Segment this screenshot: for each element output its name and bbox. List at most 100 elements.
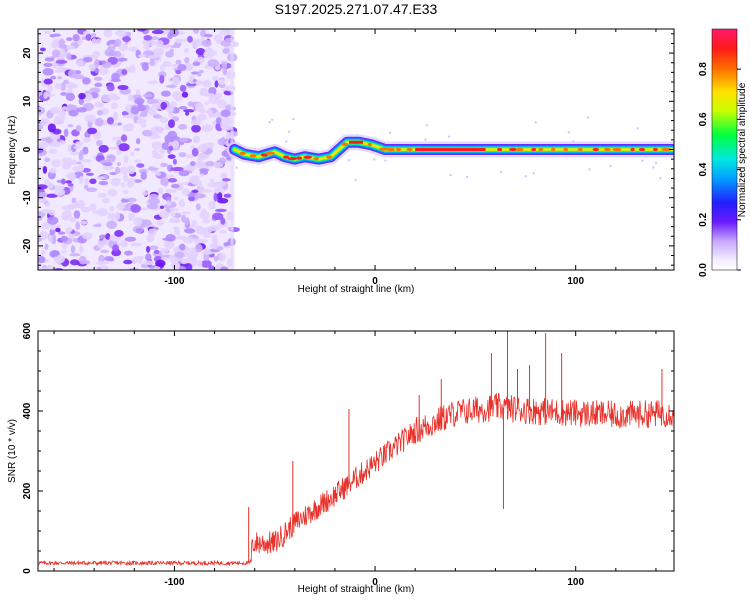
colorbar-tick-label: 0.6 xyxy=(698,112,709,126)
noise-blob xyxy=(186,250,199,258)
noise-blob xyxy=(128,46,138,52)
noise-blob xyxy=(60,92,67,96)
noise-blob xyxy=(221,178,231,182)
noise-blob xyxy=(203,92,215,97)
noise-blob xyxy=(201,208,207,214)
track-hotspot xyxy=(508,147,517,152)
noise-blob xyxy=(42,68,54,76)
noise-blob xyxy=(173,196,178,201)
noise-blob xyxy=(130,106,140,115)
noise-blob xyxy=(58,45,67,49)
noise-blob xyxy=(38,256,46,263)
noise-blob xyxy=(57,231,66,235)
noise-blob xyxy=(197,153,210,160)
track-hotspot xyxy=(577,147,583,152)
noise-blob xyxy=(199,168,210,173)
sparse-dot xyxy=(288,130,291,133)
noise-blob xyxy=(57,76,63,80)
frequency-track xyxy=(226,134,674,168)
noise-blob xyxy=(169,167,181,172)
noise-blob xyxy=(95,38,102,45)
sparse-dot xyxy=(641,159,644,162)
track-hotspot xyxy=(239,151,246,155)
noise-blob xyxy=(83,30,90,35)
noise-blob xyxy=(122,124,132,132)
noise-blob xyxy=(122,36,132,42)
noise-blob xyxy=(100,249,109,254)
noise-blob xyxy=(224,120,230,130)
noise-blob xyxy=(204,47,213,54)
noise-blob xyxy=(213,188,220,195)
noise-blob xyxy=(191,189,200,193)
noise-blob xyxy=(78,92,86,100)
noise-blob xyxy=(140,123,147,128)
noise-blob xyxy=(175,59,182,65)
track-hotspot xyxy=(326,155,333,159)
snr-series-line xyxy=(38,392,674,567)
noise-blob xyxy=(153,49,163,57)
noise-blob xyxy=(201,39,212,47)
track-hotspot xyxy=(531,147,537,152)
sparse-dot xyxy=(347,159,350,162)
snr-x-tick-label: 100 xyxy=(567,577,584,588)
noise-blob xyxy=(109,171,117,176)
noise-blob xyxy=(111,72,120,82)
sparse-dot xyxy=(534,121,537,124)
sparse-dot xyxy=(449,173,452,177)
noise-blob xyxy=(212,75,219,82)
noise-blob xyxy=(47,182,54,189)
noise-blob xyxy=(117,57,128,62)
noise-blob xyxy=(220,217,226,225)
noise-blob xyxy=(175,38,183,44)
noise-blob xyxy=(137,29,147,32)
noise-blob xyxy=(66,37,73,42)
noise-blob xyxy=(98,180,109,186)
noise-blob xyxy=(191,39,199,49)
noise-blob xyxy=(136,118,147,125)
spec-y-tick-label: -10 xyxy=(22,190,33,205)
noise-blob xyxy=(162,237,174,241)
noise-blob xyxy=(82,137,92,143)
noise-blob xyxy=(207,59,219,67)
noise-blob xyxy=(114,229,124,237)
noise-blob xyxy=(60,235,69,243)
track-hotspot xyxy=(379,147,389,151)
noise-blob xyxy=(205,160,215,167)
noise-blob xyxy=(53,185,66,190)
noise-blob xyxy=(184,48,189,54)
noise-blob xyxy=(81,36,87,40)
noise-blob xyxy=(171,76,180,86)
spec-x-tick-label: -100 xyxy=(164,276,184,287)
noise-blob xyxy=(58,38,66,47)
noise-blob xyxy=(167,177,178,183)
noise-blob xyxy=(39,47,46,52)
sparse-dot xyxy=(586,116,589,119)
noise-blob xyxy=(217,99,227,109)
noise-blob xyxy=(61,205,73,211)
noise-blob xyxy=(76,60,84,67)
noise-blob xyxy=(40,197,47,203)
noise-blob xyxy=(184,228,196,234)
noise-blob xyxy=(67,183,74,187)
noise-blob xyxy=(98,265,109,270)
noise-blob xyxy=(197,185,205,194)
noise-blob xyxy=(151,141,163,150)
noise-blob xyxy=(137,54,147,58)
noise-blob xyxy=(69,253,81,257)
noise-blob xyxy=(147,107,156,116)
noise-blob xyxy=(187,35,193,43)
sparse-dot xyxy=(609,164,612,168)
noise-blob xyxy=(47,216,59,225)
noise-blob xyxy=(38,191,48,198)
noise-blob xyxy=(96,110,103,116)
noise-blob xyxy=(202,227,213,234)
noise-blob xyxy=(73,74,85,80)
noise-blob xyxy=(134,159,141,164)
noise-blob xyxy=(128,267,139,270)
snr-y-tick-label: 0 xyxy=(22,568,33,574)
noise-blob xyxy=(197,239,209,244)
colorbar-gradient xyxy=(711,28,738,271)
noise-blob xyxy=(217,252,226,262)
noise-blob xyxy=(42,165,48,174)
noise-blob xyxy=(112,111,119,121)
